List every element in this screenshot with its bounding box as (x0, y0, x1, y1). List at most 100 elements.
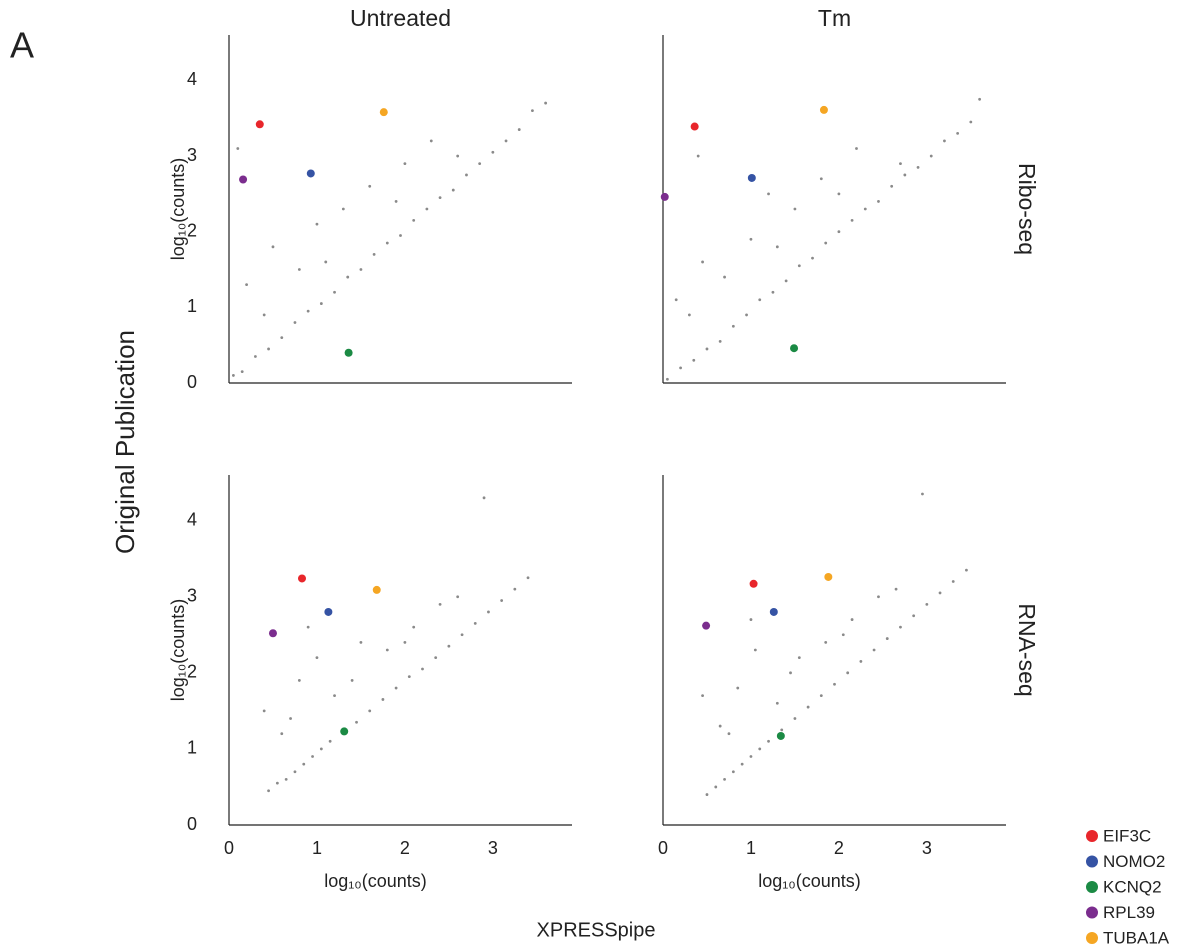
gene-point (478, 162, 482, 166)
y-tick-label: 2 (187, 662, 197, 682)
gene-point (407, 675, 411, 679)
gene-point (491, 150, 495, 154)
gene-point (718, 724, 722, 728)
legend-label: RPL39 (1103, 903, 1155, 922)
gene-point (723, 777, 726, 781)
gene-point (824, 640, 828, 644)
gene-point (850, 218, 854, 222)
gene-point (819, 694, 823, 698)
gene-point (885, 637, 889, 640)
highlight-point (690, 122, 699, 131)
gene-point (775, 245, 779, 249)
legend-label: TUBA1A (1103, 928, 1170, 947)
gene-point (319, 302, 323, 305)
gene-point (749, 755, 753, 758)
legend-marker (1086, 855, 1098, 868)
gene-point (293, 770, 297, 774)
y-tick-label: 0 (187, 814, 197, 834)
gene-point (696, 154, 700, 158)
gene-point (372, 252, 376, 256)
highlight-point (790, 344, 799, 353)
gene-point (701, 694, 704, 698)
gene-point (262, 313, 266, 317)
gene-point (925, 602, 929, 606)
highlight-point (344, 348, 353, 357)
x-tick-label: 1 (746, 838, 756, 858)
highlight-point (306, 169, 315, 178)
gene-point (315, 656, 319, 660)
gene-point (284, 777, 288, 781)
gene-point (859, 660, 863, 663)
gene-point (456, 595, 460, 599)
highlight-point (255, 120, 264, 129)
highlight-point (268, 629, 277, 638)
x-tick-label: 3 (922, 838, 932, 858)
gene-point (863, 207, 867, 211)
gene-point (262, 709, 266, 713)
y-axis-label: log₁₀(counts) (168, 158, 188, 261)
gene-point (425, 207, 429, 211)
gene-point (333, 694, 336, 698)
gene-point (850, 618, 854, 621)
gene-point (350, 679, 354, 682)
highlight-point (776, 731, 785, 740)
gene-point (899, 162, 902, 166)
gene-point (841, 633, 845, 637)
column-title: Tm (818, 5, 851, 31)
gene-point (526, 576, 530, 580)
gene-point (513, 587, 517, 591)
gene-point (500, 599, 504, 602)
gene-point (544, 101, 548, 105)
gene-point (447, 644, 451, 648)
gene-point (438, 602, 442, 606)
highlight-point (297, 574, 306, 583)
gene-point (797, 656, 801, 660)
x-tick-label: 0 (224, 838, 234, 858)
row-label: Ribo-seq (1014, 163, 1040, 255)
legend-marker (1086, 906, 1098, 919)
gene-point (297, 268, 301, 271)
highlight-point (749, 579, 758, 588)
gene-point (833, 682, 836, 686)
highlight-point (372, 585, 381, 594)
gene-point (811, 256, 814, 260)
gene-point (745, 313, 748, 317)
gene-point (793, 207, 797, 211)
gene-point (438, 196, 442, 200)
gene-point (302, 762, 306, 766)
highlight-point (824, 572, 833, 581)
gene-point (943, 139, 946, 143)
gene-point (916, 165, 920, 169)
gene-point (929, 154, 933, 158)
legend-marker (1086, 932, 1098, 944)
gene-point (346, 275, 350, 279)
gene-point (701, 260, 704, 264)
legend-label: EIF3C (1103, 826, 1151, 845)
y-tick-label: 3 (187, 145, 197, 165)
gene-point (236, 147, 240, 150)
legend-label: NOMO2 (1103, 852, 1165, 871)
gene-point (324, 260, 328, 264)
y-tick-label: 2 (187, 220, 197, 240)
gene-point (333, 290, 336, 294)
gene-point (877, 595, 880, 599)
gene-point (736, 686, 740, 690)
gene-point (267, 789, 270, 793)
gene-point (899, 625, 902, 629)
column-title: Untreated (350, 5, 451, 31)
y-tick-label: 4 (187, 509, 197, 529)
gene-point (723, 275, 726, 279)
y-tick-label: 4 (187, 69, 197, 89)
highlight-point (379, 108, 388, 117)
gene-point (451, 188, 455, 192)
legend-marker (1086, 881, 1098, 893)
gene-point (837, 230, 841, 234)
gene-point (793, 717, 797, 720)
gene-point (679, 366, 682, 370)
gene-point (758, 298, 762, 302)
gene-point (434, 656, 438, 660)
gene-point (359, 268, 363, 271)
gene-point (403, 162, 407, 166)
gene-point (714, 785, 718, 789)
